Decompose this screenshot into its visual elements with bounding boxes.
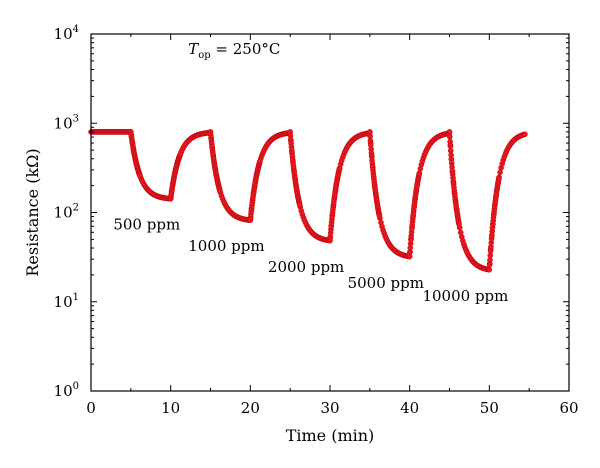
y-tick-base: 10	[54, 293, 73, 311]
x-tick-label: 10	[161, 399, 180, 417]
x-tick-label: 0	[86, 399, 96, 417]
data-point	[416, 170, 423, 177]
data-point	[486, 266, 493, 273]
concentration-label: 1000 ppm	[188, 237, 264, 255]
temp-subscript: op	[198, 50, 210, 61]
y-tick-exponent: 1	[73, 292, 79, 303]
y-tick-exponent: 0	[73, 381, 79, 392]
data-point	[447, 138, 453, 145]
x-tick-label: 60	[559, 399, 578, 417]
data-point	[296, 202, 303, 208]
data-point	[486, 261, 493, 268]
concentration-label: 10000 ppm	[422, 287, 508, 305]
y-tick-label: 101	[54, 292, 79, 311]
y-tick-exponent: 3	[73, 113, 79, 124]
y-tick-base: 10	[54, 382, 73, 400]
x-axis-title: Time (min)	[286, 426, 375, 445]
data-points	[88, 129, 528, 273]
data-point	[496, 175, 502, 181]
temp-symbol: T	[188, 40, 199, 58]
y-tick-base: 10	[54, 204, 73, 222]
x-tick-label: 30	[320, 399, 339, 417]
y-tick-exponent: 2	[73, 203, 79, 214]
y-tick-label: 104	[54, 24, 79, 43]
x-tick-label: 50	[480, 399, 499, 417]
data-point	[217, 188, 223, 194]
axis-ticks	[90, 33, 570, 392]
data-point	[376, 212, 383, 219]
y-tick-label: 102	[54, 203, 79, 222]
y-axis-title: Resistance (kΩ)	[23, 148, 42, 276]
data-point	[456, 221, 462, 228]
data-point	[257, 158, 263, 165]
concentration-label: 2000 ppm	[268, 258, 344, 276]
data-point	[446, 129, 453, 135]
operating-temperature-label: Top = 250°C	[188, 40, 280, 61]
y-tick-exponent: 4	[73, 24, 79, 35]
data-point	[336, 165, 343, 172]
y-tick-label: 100	[54, 381, 79, 400]
temp-value: = 250°C	[211, 40, 281, 58]
y-tick-base: 10	[54, 25, 73, 43]
x-tick-label: 20	[241, 399, 260, 417]
data-point	[177, 151, 184, 158]
y-tick-label: 103	[54, 113, 79, 132]
data-point	[522, 131, 528, 138]
data-point	[447, 134, 453, 140]
concentration-label: 500 ppm	[113, 215, 180, 233]
y-tick-base: 10	[54, 114, 73, 132]
data-point	[137, 173, 143, 179]
x-tick-label: 40	[400, 399, 419, 417]
concentration-label: 5000 ppm	[348, 274, 424, 292]
